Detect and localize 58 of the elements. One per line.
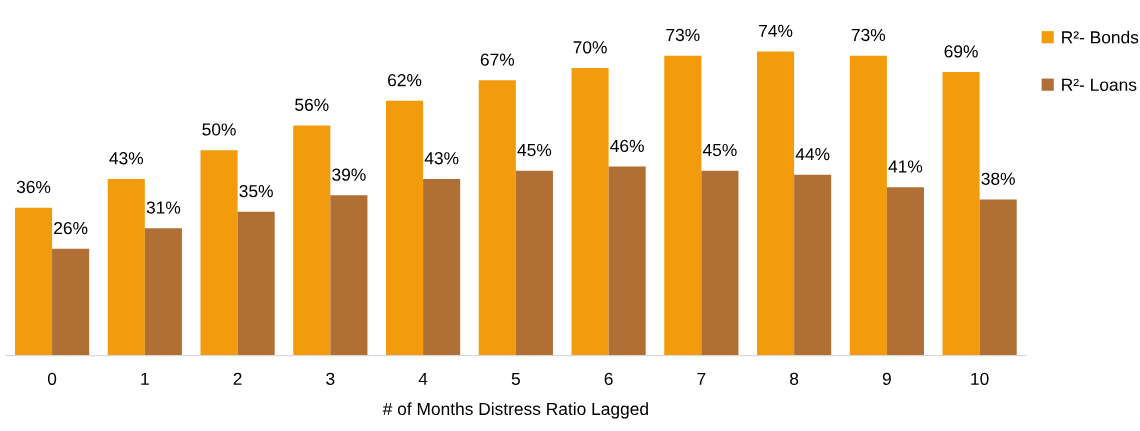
data-label: 26% [54, 221, 88, 235]
x-tick-label: 5 [511, 372, 520, 385]
data-label: 43% [109, 152, 144, 165]
bar [757, 51, 795, 356]
x-tick-label: 1 [141, 372, 149, 385]
data-label: 41% [888, 160, 923, 173]
bar [608, 166, 646, 356]
x-tick-label: 4 [418, 372, 428, 385]
bar [794, 174, 832, 356]
x-tick-label: 10 [971, 372, 989, 385]
bar [571, 68, 609, 356]
x-tick-label: 7 [697, 372, 706, 385]
data-label: 74% [759, 24, 793, 37]
data-label: 43% [424, 152, 459, 165]
data-label: 50% [202, 123, 236, 136]
bar [886, 187, 924, 356]
bar [701, 170, 739, 356]
legend-label: R²- Loans [1062, 78, 1137, 91]
legend-label: R²- Bonds [1062, 30, 1139, 44]
data-label: 73% [851, 28, 886, 42]
data-label: 67% [480, 53, 515, 66]
x-tick-label: 2 [233, 372, 242, 385]
bar [979, 199, 1017, 356]
data-label: 45% [517, 143, 552, 157]
x-tick-label: 6 [604, 372, 613, 385]
x-tick-label: 9 [882, 372, 891, 385]
bar [200, 150, 238, 356]
data-label: 35% [239, 184, 273, 198]
bar [107, 178, 145, 356]
bar [423, 178, 461, 356]
bar [144, 228, 182, 356]
data-label: 38% [981, 172, 1015, 185]
bar [52, 248, 90, 356]
x-tick-label: 3 [326, 372, 335, 385]
data-label: 70% [573, 41, 607, 54]
bar [849, 55, 887, 356]
bar [515, 170, 553, 356]
data-label: 45% [702, 143, 737, 157]
bar [330, 195, 368, 356]
x-tick-label: 0 [47, 372, 57, 385]
data-label: 44% [795, 148, 830, 161]
data-label: 46% [610, 139, 644, 153]
data-label: 69% [944, 45, 978, 58]
bar [293, 125, 331, 356]
data-label: 73% [666, 28, 700, 42]
data-label: 31% [146, 201, 181, 214]
data-label: 39% [332, 168, 366, 181]
bar [237, 211, 275, 356]
bar [664, 55, 702, 356]
data-label: 56% [295, 98, 329, 111]
bar [478, 80, 516, 356]
x-axis-title: # of Months Distress Ratio Lagged [382, 402, 648, 419]
bar [385, 100, 424, 356]
x-tick-label: 8 [790, 372, 799, 385]
bar [942, 72, 980, 356]
data-label: 62% [388, 74, 422, 87]
data-label: 36% [16, 180, 51, 194]
bar [14, 207, 53, 356]
